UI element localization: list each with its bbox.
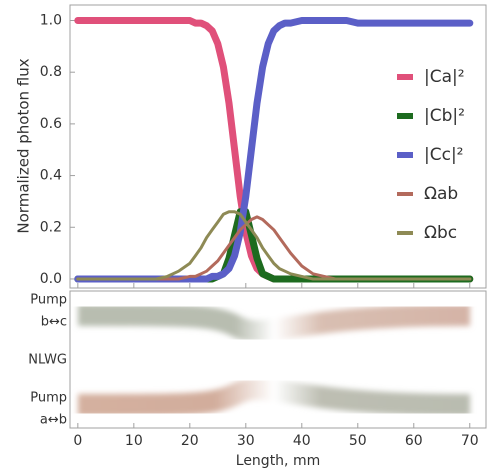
panel-label: NLWG xyxy=(28,353,67,368)
series-line xyxy=(74,208,474,283)
series-line xyxy=(76,210,472,281)
series-line xyxy=(74,17,474,283)
panel-label: Pump xyxy=(30,391,67,406)
x-tick-label: 30 xyxy=(237,433,255,449)
x-tick-label: 20 xyxy=(181,433,199,449)
pump-bc-band xyxy=(77,304,471,343)
series-line xyxy=(76,215,472,281)
legend-label: Ωab xyxy=(424,184,458,204)
panel-label: Pump xyxy=(30,293,67,308)
y-tick-label: 0.4 xyxy=(40,168,62,184)
legend-label: |Cc|² xyxy=(424,145,464,165)
legend-label: |Ca|² xyxy=(424,67,465,87)
x-tick-label: 40 xyxy=(293,433,311,449)
y-tick-label: 0.0 xyxy=(40,271,62,287)
x-tick-label: 50 xyxy=(349,433,367,449)
x-tick-label: 10 xyxy=(125,433,143,449)
x-axis-title: Length, mm xyxy=(236,453,320,469)
x-tick-label: 0 xyxy=(73,433,82,449)
legend-label: Ωbc xyxy=(424,223,457,243)
panel-label: a↔b xyxy=(40,413,67,428)
y-tick-label: 0.8 xyxy=(40,64,62,80)
bottom-frame xyxy=(69,290,487,429)
series-line xyxy=(74,17,474,283)
x-tick-label: 60 xyxy=(405,433,423,449)
y-tick-label: 0.2 xyxy=(40,219,62,235)
y-tick-label: 1.0 xyxy=(40,13,62,29)
x-tick-label: 70 xyxy=(461,433,479,449)
pump-ab-band xyxy=(77,377,471,416)
y-tick-label: 0.6 xyxy=(40,116,62,132)
y-axis-title: Normalized photon flux xyxy=(15,58,33,233)
legend-label: |Cb|² xyxy=(424,106,465,126)
waveguide-image xyxy=(77,304,471,416)
panel-label: b↔c xyxy=(41,315,67,330)
top-frame xyxy=(69,4,487,289)
